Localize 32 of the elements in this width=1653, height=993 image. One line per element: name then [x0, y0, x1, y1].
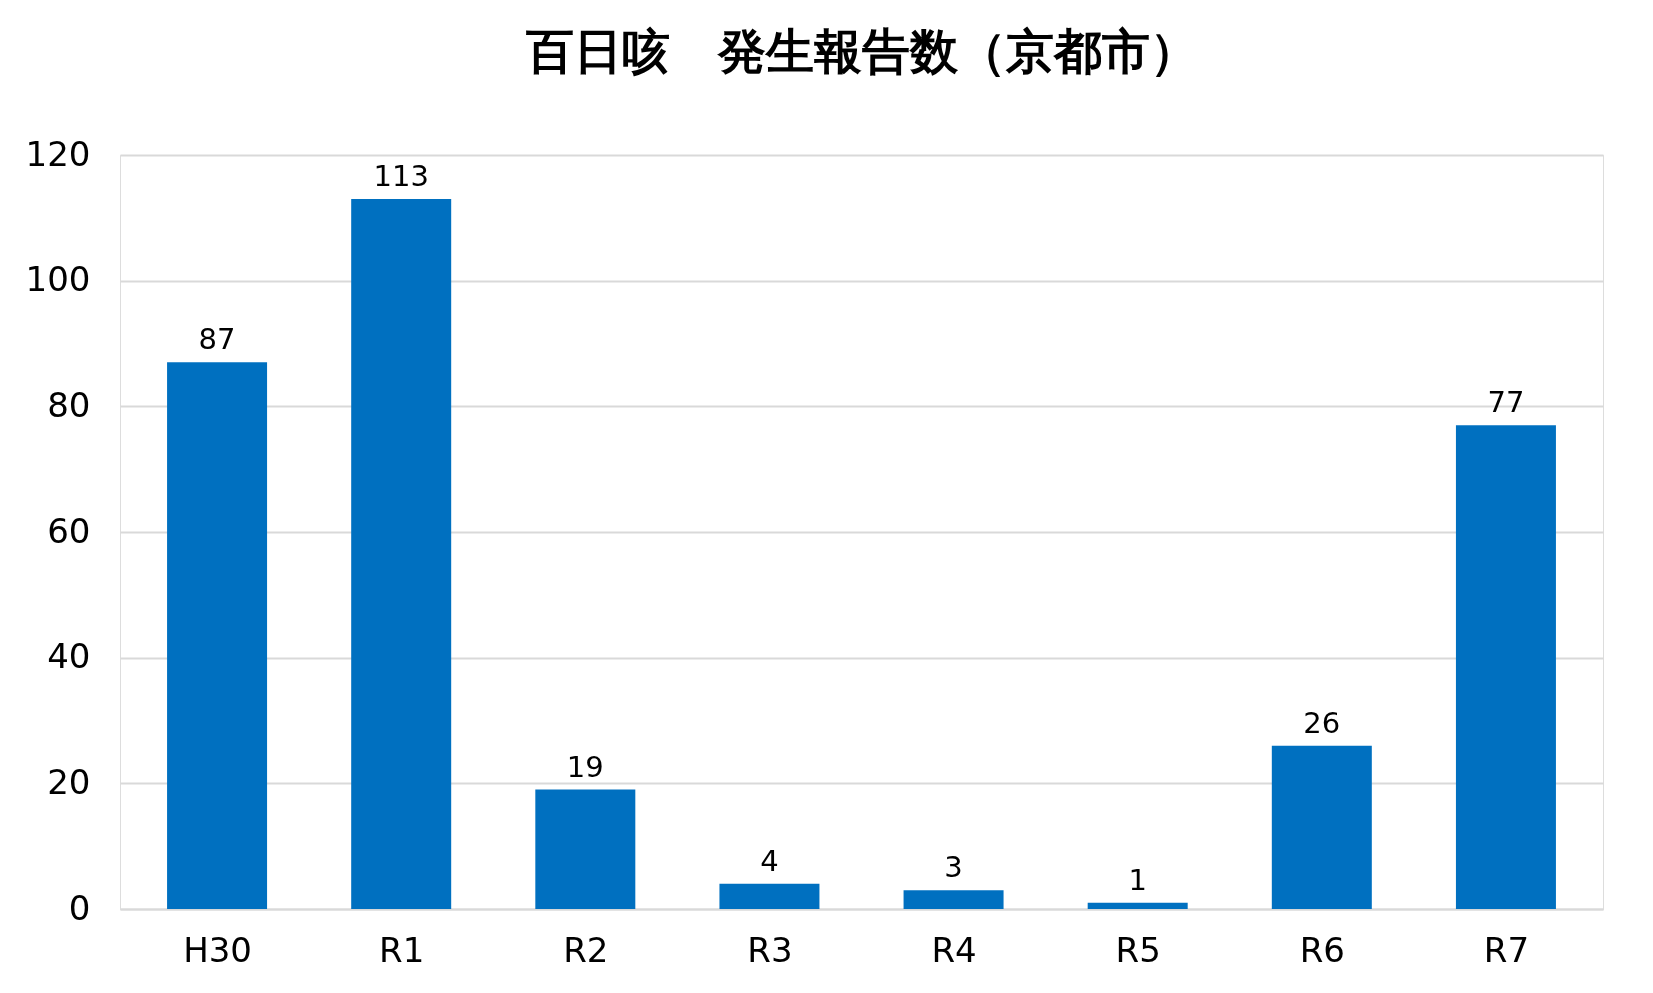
- bar: [1271, 745, 1372, 909]
- bar: [903, 890, 1004, 909]
- data-label: 19: [566, 749, 604, 784]
- bar: [167, 362, 268, 909]
- data-label: 4: [760, 843, 779, 878]
- y-tick-label: 80: [47, 384, 91, 425]
- chart-title: 百日咳 発生報告数（京都市）: [524, 23, 1198, 79]
- y-tick-label: 20: [47, 761, 91, 802]
- data-label: 3: [944, 850, 963, 885]
- y-tick-label: 60: [47, 510, 91, 551]
- bar: [351, 198, 452, 909]
- x-tick-label: R3: [747, 929, 793, 970]
- data-label: 77: [1487, 385, 1525, 420]
- y-tick-label: 100: [25, 259, 91, 300]
- data-label: 87: [198, 322, 236, 357]
- bar: [719, 883, 820, 909]
- y-tick-label: 40: [47, 636, 91, 677]
- x-tick-label: R1: [379, 929, 425, 970]
- data-label: 1: [1128, 862, 1147, 897]
- x-tick-label: R6: [1299, 929, 1345, 970]
- y-tick-label: 0: [68, 887, 91, 928]
- x-tick-label: H30: [183, 929, 252, 970]
- x-tick-label: R2: [563, 929, 609, 970]
- x-tick-label: R7: [1483, 929, 1530, 970]
- x-tick-label: R5: [1115, 929, 1161, 970]
- bar: [1087, 902, 1188, 909]
- data-label: 26: [1303, 705, 1341, 740]
- bar: [535, 789, 636, 909]
- data-label: 113: [373, 158, 429, 193]
- y-tick-label: 120: [25, 133, 91, 174]
- x-tick-label: R4: [931, 929, 977, 970]
- bar: [1455, 425, 1556, 909]
